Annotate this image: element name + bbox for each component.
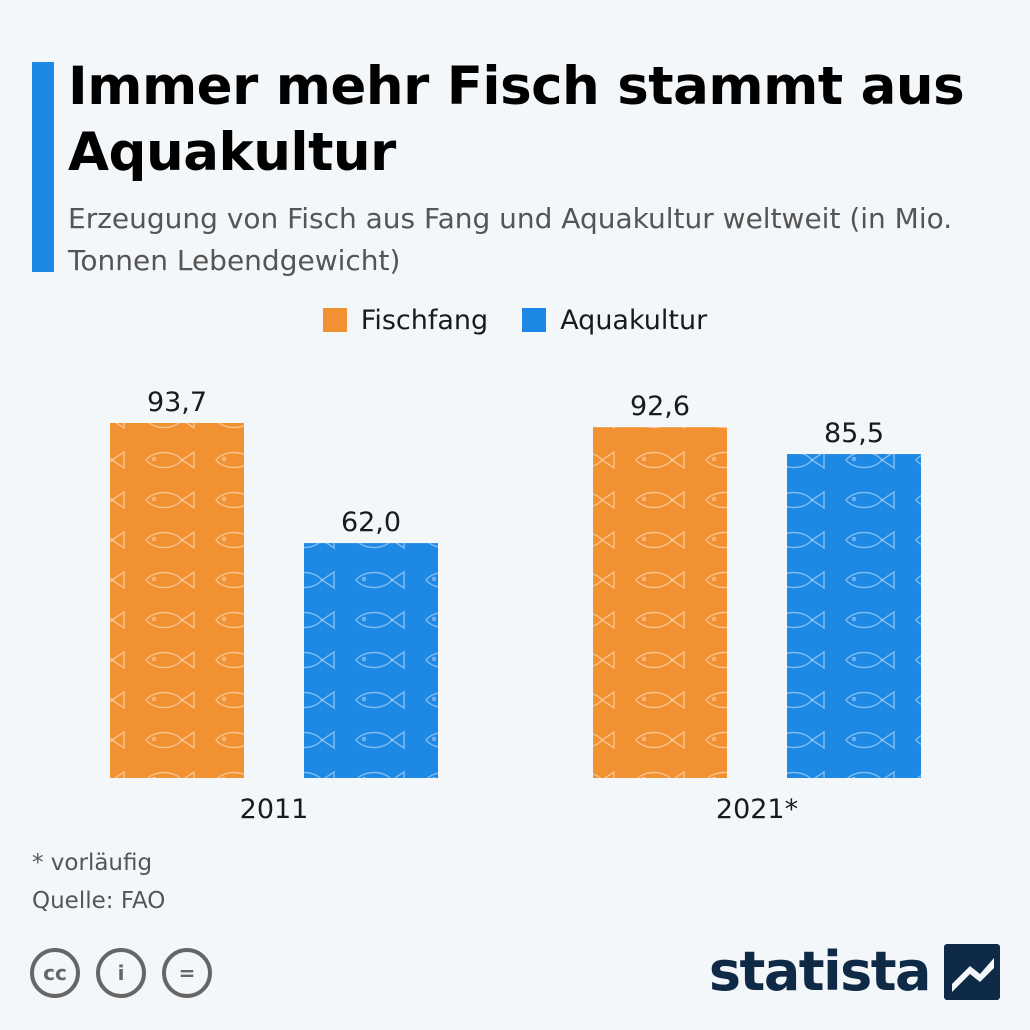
legend-swatch-fischfang xyxy=(322,308,347,332)
data-label-aquakultur-1: 85,5 xyxy=(824,418,884,449)
statista-logo-icon xyxy=(944,943,1000,1000)
equals-icon[interactable]: = xyxy=(162,948,212,998)
data-label-fischfang-0: 93,7 xyxy=(147,387,207,418)
category-label-0: 2011 xyxy=(240,794,309,825)
chart-title: Immer mehr Fisch stammt aus Aquakultur xyxy=(68,56,965,183)
accent-bar xyxy=(32,62,54,272)
bar-pattern-fischfang-0 xyxy=(110,423,244,778)
chart-subtitle: Erzeugung von Fisch aus Fang und Aquakul… xyxy=(68,202,953,277)
legend: Fischfang Aquakultur xyxy=(0,300,1030,340)
legend-swatch-aquakultur xyxy=(522,308,547,332)
brand-wordmark: statista xyxy=(708,940,932,1003)
bar-pattern-aquakultur-0 xyxy=(304,543,438,778)
bar-pattern-fischfang-1 xyxy=(593,427,727,778)
category-label-1: 2021* xyxy=(716,794,798,825)
legend-label-aquakultur: Aquakultur xyxy=(560,304,708,336)
legend-item-fischfang: Fischfang xyxy=(322,304,489,336)
footnote: * vorläufig xyxy=(32,850,153,876)
data-label-aquakultur-0: 62,0 xyxy=(341,507,401,538)
bar-pattern-aquakultur-1 xyxy=(787,454,921,778)
license-icons: cc i = xyxy=(30,948,212,998)
source-note: Quelle: FAO xyxy=(32,888,166,914)
data-label-fischfang-1: 92,6 xyxy=(630,391,690,422)
cc-icon[interactable]: cc xyxy=(30,948,80,998)
person-icon[interactable]: i xyxy=(96,948,146,998)
legend-item-aquakultur: Aquakultur xyxy=(522,305,707,336)
statista-logo[interactable]: statista xyxy=(709,940,1000,1003)
legend-label-fischfang: Fischfang xyxy=(360,304,489,336)
